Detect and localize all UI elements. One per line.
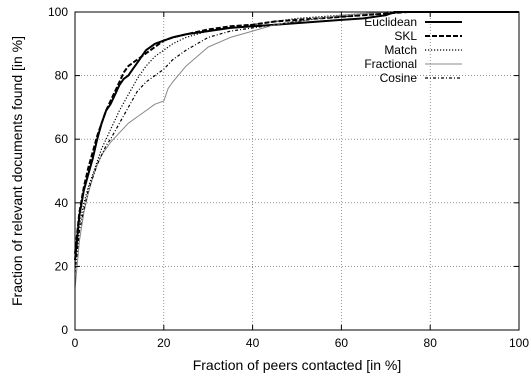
x-tick-label: 80 <box>424 336 438 350</box>
y-tick-label: 20 <box>55 259 69 273</box>
legend-label-fractional: Fractional <box>364 57 417 71</box>
legend-label-skl: SKL <box>394 29 417 43</box>
series-line-euclidean <box>74 11 519 261</box>
x-tick-label: 20 <box>157 336 171 350</box>
plot-frame <box>74 11 520 331</box>
y-tick-label: 80 <box>55 69 69 83</box>
grid-lines <box>75 12 519 330</box>
tick-labels: 0 20 40 60 80 100 0 20 40 60 80 100 <box>48 5 529 350</box>
legend-label-cosine: Cosine <box>380 71 418 85</box>
y-axis-label: Fraction of relevant documents found [in… <box>9 36 25 306</box>
y-tick-label: 40 <box>55 196 69 210</box>
series-line-skl <box>74 11 519 254</box>
x-tick-label: 60 <box>335 336 349 350</box>
series-lines <box>74 11 519 289</box>
legend-label-euclidean: Euclidean <box>364 15 417 29</box>
x-tick-label: 0 <box>72 336 79 350</box>
x-tick-label: 40 <box>246 336 260 350</box>
y-tick-label: 100 <box>48 5 68 19</box>
y-tick-label: 0 <box>61 323 68 337</box>
y-tick-label: 60 <box>55 132 69 146</box>
legend-label-match: Match <box>384 43 417 57</box>
tick-marks <box>74 11 520 331</box>
series-line-fractional <box>74 11 519 289</box>
x-axis-label: Fraction of peers contacted [in %] <box>193 357 402 373</box>
series-line-cosine <box>74 11 519 273</box>
x-tick-label: 100 <box>509 336 529 350</box>
